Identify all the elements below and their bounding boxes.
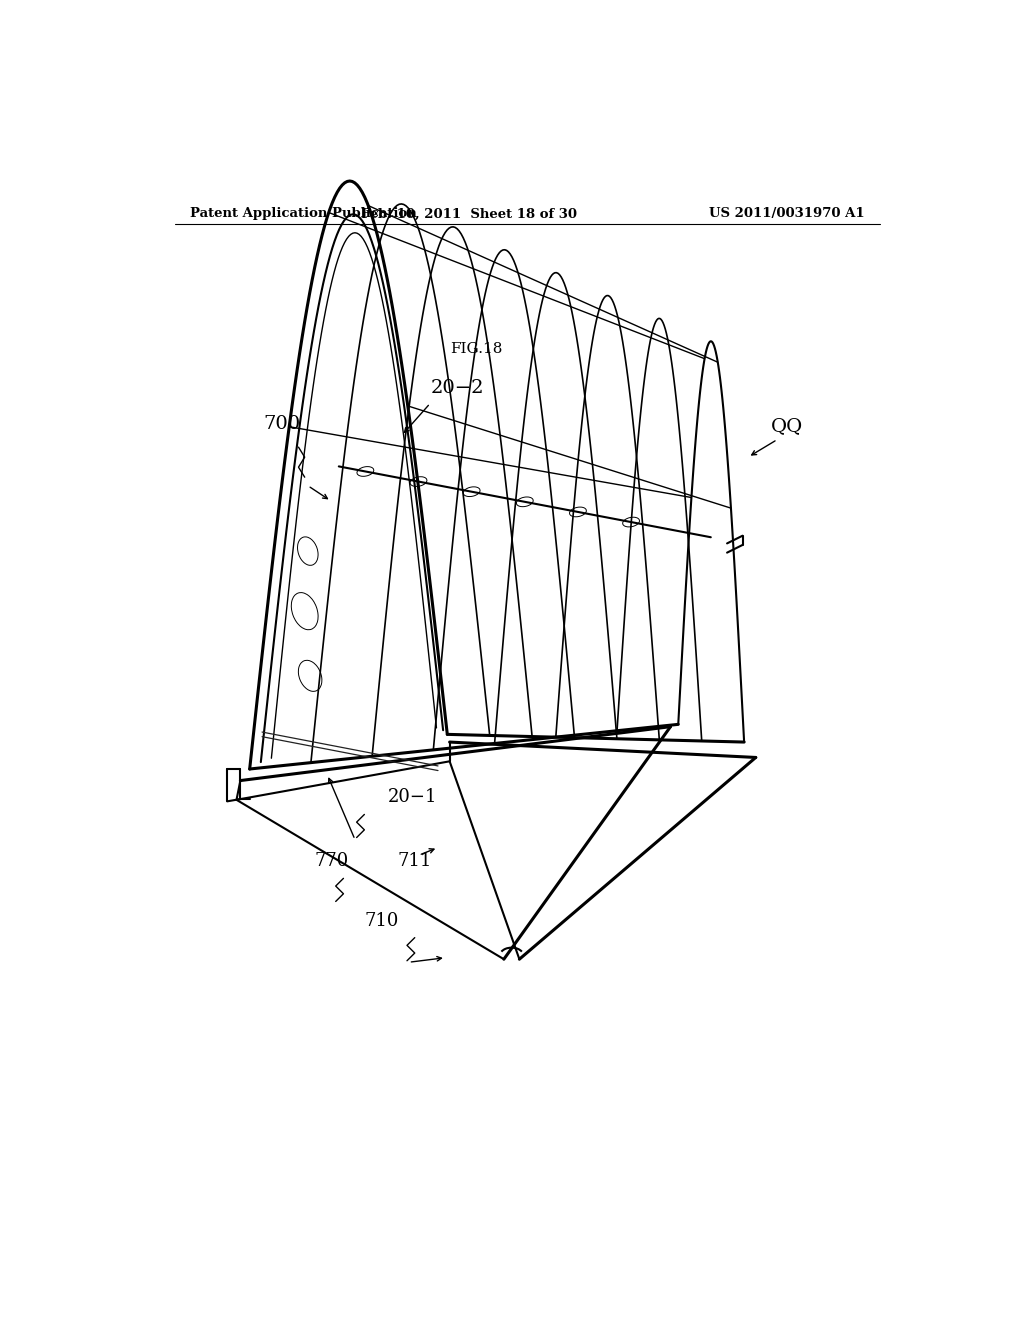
Text: FIG.18: FIG.18 [451,342,503,356]
Text: 710: 710 [365,912,398,929]
Text: 711: 711 [397,851,432,870]
Text: 20−1: 20−1 [388,788,437,807]
Text: 700: 700 [263,414,301,433]
Text: Patent Application Publication: Patent Application Publication [190,207,417,220]
Text: Feb. 10, 2011  Sheet 18 of 30: Feb. 10, 2011 Sheet 18 of 30 [361,207,577,220]
Text: 20−2: 20−2 [430,379,483,397]
Text: US 2011/0031970 A1: US 2011/0031970 A1 [709,207,864,220]
Text: QQ: QQ [771,417,804,436]
Text: 770: 770 [314,851,348,870]
